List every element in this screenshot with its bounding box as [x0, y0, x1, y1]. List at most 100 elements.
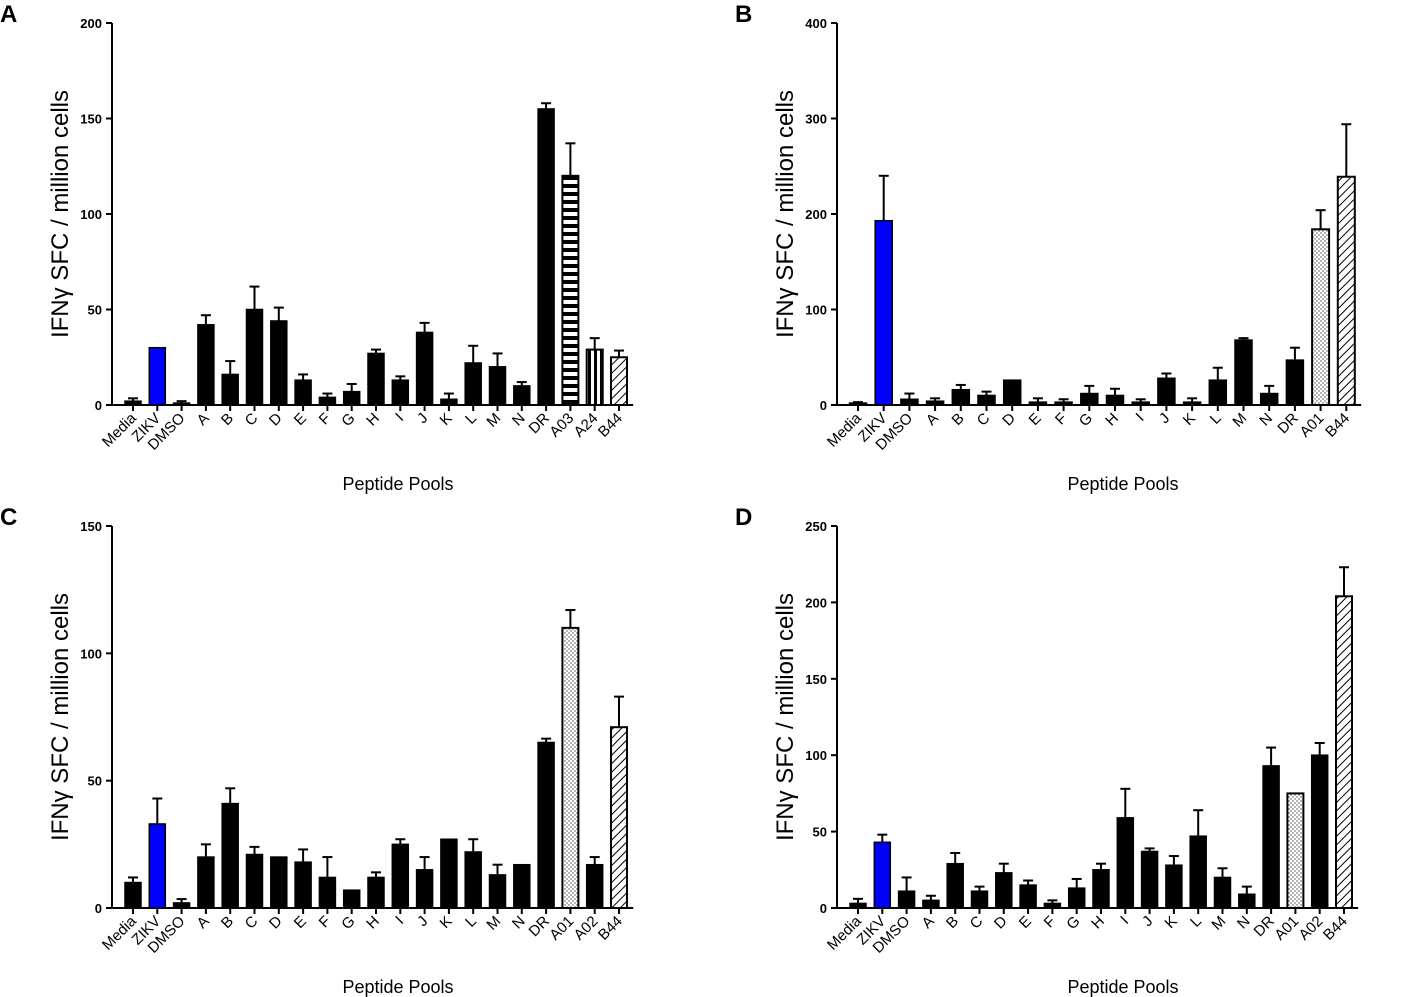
bar-a03: [561, 174, 580, 406]
x-tick-label: E: [1016, 913, 1035, 932]
x-tick-label: B: [218, 913, 237, 932]
y-tick-label: 200: [805, 595, 827, 610]
bar-dr: [537, 741, 555, 909]
x-tick-label: A02: [571, 913, 602, 944]
y-tick-label: 0: [95, 398, 102, 413]
bar-h: [1105, 394, 1125, 406]
bar-c: [245, 308, 264, 406]
x-tick-label: E: [291, 913, 310, 932]
x-tick-label: L: [462, 913, 480, 931]
x-tick-label: K: [1162, 913, 1181, 932]
y-axis-label: IFNγ SFC / million cells: [772, 90, 799, 338]
x-tick-label: M: [483, 913, 504, 934]
x-tick-label: B: [218, 410, 237, 429]
x-tick-label: I: [392, 410, 407, 425]
bar-l: [464, 851, 482, 909]
bar-media: [848, 402, 868, 406]
x-tick-label: J: [1156, 410, 1173, 427]
x-tick-label: C: [967, 913, 987, 933]
x-tick-label: N: [1256, 410, 1276, 430]
bar-g: [342, 390, 361, 406]
bar-d: [270, 856, 288, 909]
x-tick-label: B44: [595, 410, 626, 441]
y-tick-label: 50: [88, 774, 102, 789]
y-tick-label: 150: [80, 112, 102, 127]
x-tick-label: I: [392, 913, 407, 928]
x-tick-label: M: [1229, 410, 1250, 431]
y-tick-label: 100: [805, 303, 827, 318]
bar-n: [1238, 893, 1256, 909]
x-tick-label: F: [1041, 913, 1060, 932]
bar-dr: [1285, 359, 1305, 406]
bar-c: [970, 890, 989, 909]
x-tick-label: G: [1063, 913, 1083, 933]
x-tick-label: J: [414, 410, 431, 427]
x-tick-label: H: [1088, 913, 1108, 933]
bar-i: [391, 843, 410, 909]
x-tick-label: A: [194, 410, 213, 429]
x-tick-label: A01: [1297, 410, 1328, 441]
bar-m: [488, 874, 507, 909]
x-tick-label: M: [483, 410, 504, 431]
x-tick-label: A01: [1271, 913, 1302, 944]
bar-zikv: [148, 823, 167, 909]
x-tick-label: B44: [1320, 913, 1351, 944]
bar-e: [1028, 401, 1048, 406]
y-tick-label: 250: [805, 519, 827, 534]
y-axis-label: IFNγ SFC / million cells: [47, 593, 74, 841]
x-tick-label: M: [1208, 913, 1229, 934]
bar-d: [995, 872, 1013, 909]
x-tick-label: A: [923, 410, 942, 429]
bar-dmso: [900, 398, 919, 406]
x-tick-label: E: [1026, 410, 1045, 429]
y-tick-label: 100: [80, 646, 102, 661]
bar-n: [1259, 392, 1279, 406]
x-tick-label: A: [919, 913, 938, 932]
y-tick-label: 0: [820, 398, 827, 413]
bar-k: [440, 398, 458, 406]
y-tick-label: 50: [88, 303, 102, 318]
bar-b: [221, 802, 239, 909]
y-tick-label: 400: [805, 16, 827, 31]
bar-i: [391, 379, 410, 406]
x-tick-label: DR: [1274, 410, 1301, 437]
bar-n: [513, 385, 531, 406]
bar-j: [415, 869, 434, 909]
bar-b44: [610, 356, 628, 406]
bar-h: [1092, 869, 1110, 909]
bar-a: [925, 400, 945, 406]
bar-h: [367, 876, 385, 909]
bar-f: [318, 876, 337, 909]
x-axis-label: Peptide Pools: [1067, 977, 1178, 997]
y-tick-label: 0: [95, 901, 102, 916]
y-tick-label: 0: [820, 901, 827, 916]
x-tick-label: L: [1207, 410, 1225, 428]
x-tick-label: J: [414, 913, 431, 930]
bar-h: [367, 352, 385, 406]
x-tick-label: DR: [526, 913, 553, 940]
bar-a02: [585, 863, 604, 909]
x-tick-label: G: [338, 410, 358, 430]
bar-a01: [1286, 792, 1305, 910]
y-tick-label: 150: [805, 672, 827, 687]
y-axis-label: IFNγ SFC / million cells: [772, 593, 799, 841]
bar-f: [1054, 401, 1073, 406]
x-tick-label: DR: [1251, 913, 1278, 940]
x-tick-label: D: [991, 913, 1011, 933]
bar-zikv: [148, 346, 167, 406]
bar-a24: [585, 348, 604, 406]
x-tick-label: B: [949, 410, 968, 429]
bar-b44: [610, 726, 628, 909]
bar-l: [464, 362, 482, 406]
x-tick-label: A: [194, 913, 213, 932]
x-tick-label: A24: [571, 410, 602, 441]
x-tick-label: B: [943, 913, 962, 932]
bar-a02: [1310, 754, 1329, 909]
x-tick-label: A03: [546, 410, 577, 441]
x-tick-label: C: [974, 410, 994, 430]
x-tick-label: L: [1187, 913, 1205, 931]
bar-m: [1213, 876, 1232, 909]
x-tick-label: C: [242, 410, 262, 430]
